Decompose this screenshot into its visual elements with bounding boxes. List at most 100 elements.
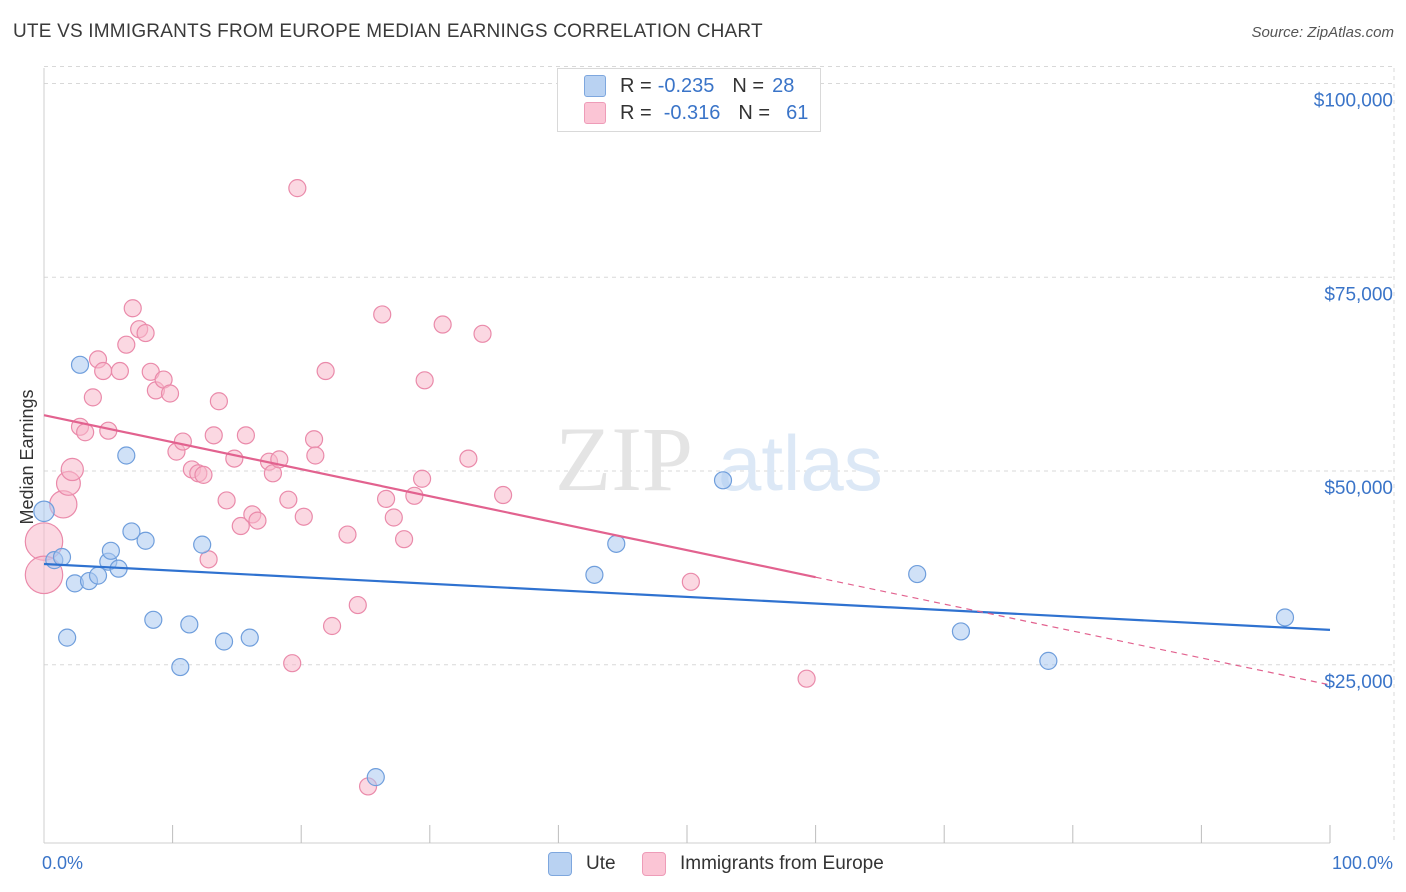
ute-point bbox=[101, 541, 120, 560]
ute-point bbox=[1275, 608, 1295, 627]
europe-point bbox=[248, 511, 267, 530]
europe-point bbox=[494, 485, 513, 505]
x-tick-label-max: 100.0% bbox=[1332, 853, 1393, 873]
europe-point bbox=[117, 335, 136, 354]
ute-point bbox=[214, 632, 234, 651]
europe-point bbox=[225, 449, 244, 468]
legend-n-label: N = bbox=[732, 74, 765, 97]
europe-point bbox=[160, 384, 180, 403]
chart-title: UTE VS IMMIGRANTS FROM EUROPE MEDIAN EAR… bbox=[13, 21, 763, 42]
europe-point bbox=[94, 361, 113, 381]
europe-point bbox=[173, 432, 192, 451]
legend-row-europe: R = -0.316 N = 61 bbox=[584, 100, 808, 126]
ute-point bbox=[193, 535, 212, 554]
x-tick-label-min: 0.0% bbox=[42, 853, 83, 873]
correlation-legend: R = -0.235 N = 28 R = -0.316 N = 61 bbox=[557, 68, 821, 132]
europe-point bbox=[209, 392, 228, 411]
ute-point bbox=[908, 564, 927, 584]
ute-point bbox=[52, 547, 72, 567]
ute-point bbox=[122, 522, 141, 541]
ute-point bbox=[144, 610, 163, 629]
europe-point bbox=[394, 530, 414, 549]
europe-point bbox=[83, 388, 102, 407]
europe-point bbox=[110, 361, 129, 381]
ute-point bbox=[33, 500, 55, 523]
europe-point bbox=[76, 423, 95, 442]
europe-point bbox=[459, 449, 478, 468]
ute-swatch bbox=[584, 75, 606, 97]
europe-point bbox=[60, 457, 84, 482]
watermark-zip: ZIP bbox=[555, 408, 693, 510]
x-axis-ticks bbox=[172, 825, 1331, 843]
legend-r-value: -0.235 bbox=[657, 74, 715, 97]
europe-point bbox=[681, 572, 700, 591]
ute-legend-swatch bbox=[548, 852, 572, 876]
europe-point bbox=[283, 654, 302, 673]
y-tick-label: $75,000 bbox=[1324, 284, 1393, 305]
y-tick-label: $25,000 bbox=[1324, 672, 1393, 693]
europe-trend-extension bbox=[815, 576, 1331, 686]
europe-point bbox=[194, 465, 213, 484]
europe-point bbox=[288, 179, 307, 198]
ute-trend-line bbox=[43, 562, 1331, 631]
ute-point bbox=[136, 531, 155, 550]
europe-point bbox=[304, 430, 324, 449]
europe-point bbox=[384, 508, 403, 527]
europe-point bbox=[231, 516, 250, 536]
ute-point bbox=[713, 471, 733, 490]
legend-n-value: 28 bbox=[772, 74, 795, 97]
ute-point bbox=[58, 628, 77, 647]
europe-point bbox=[433, 315, 452, 334]
legend-r-value: -0.316 bbox=[663, 101, 721, 124]
europe-point bbox=[373, 305, 392, 324]
ute-point bbox=[180, 615, 199, 634]
y-tick-label: $50,000 bbox=[1324, 478, 1393, 499]
ute-point bbox=[1039, 651, 1058, 670]
ute-point bbox=[951, 622, 971, 641]
legend-r-label: R = bbox=[620, 74, 652, 97]
legend-n-value: 61 bbox=[786, 101, 809, 124]
ute-point bbox=[366, 768, 385, 787]
europe-points bbox=[24, 179, 816, 796]
europe-point bbox=[136, 323, 155, 343]
bottom-legend-ute: Ute bbox=[548, 851, 616, 877]
europe-point bbox=[405, 486, 424, 505]
ute-point bbox=[607, 534, 626, 553]
watermark: ZIP atlas bbox=[555, 408, 883, 510]
europe-trend-line bbox=[43, 414, 816, 579]
europe-point bbox=[279, 490, 298, 509]
bottom-legend-europe: Immigrants from Europe bbox=[642, 851, 884, 877]
ute-point bbox=[88, 566, 108, 585]
europe-point bbox=[338, 525, 357, 544]
legend-n-label: N = bbox=[738, 101, 771, 124]
europe-point bbox=[415, 371, 434, 390]
watermark-atlas: atlas bbox=[718, 419, 883, 507]
legend-r-label: R = bbox=[620, 101, 652, 124]
europe-swatch bbox=[584, 102, 606, 124]
europe-legend-swatch bbox=[642, 852, 666, 876]
y-tick-labels: $25,000 $50,000 $75,000 $100,000 bbox=[1314, 91, 1393, 693]
ute-point bbox=[117, 446, 136, 465]
ute-points bbox=[33, 355, 1295, 787]
y-tick-label: $100,000 bbox=[1314, 91, 1393, 112]
europe-point bbox=[306, 446, 325, 465]
europe-legend-label: Immigrants from Europe bbox=[680, 853, 884, 874]
europe-point bbox=[797, 669, 816, 688]
europe-point bbox=[412, 469, 432, 488]
europe-point bbox=[294, 507, 313, 526]
ute-point bbox=[585, 565, 604, 584]
ute-legend-label: Ute bbox=[586, 853, 616, 874]
europe-point bbox=[204, 426, 223, 445]
europe-point bbox=[322, 616, 342, 636]
europe-point bbox=[348, 595, 367, 615]
europe-point bbox=[316, 361, 335, 381]
europe-point bbox=[376, 489, 396, 508]
europe-point bbox=[123, 299, 142, 318]
ute-point bbox=[171, 657, 190, 677]
ute-point bbox=[70, 355, 90, 374]
trend-lines bbox=[43, 414, 1331, 686]
europe-point bbox=[217, 491, 236, 510]
ute-point bbox=[240, 628, 259, 647]
legend-row-ute: R = -0.235 N = 28 bbox=[584, 73, 794, 99]
